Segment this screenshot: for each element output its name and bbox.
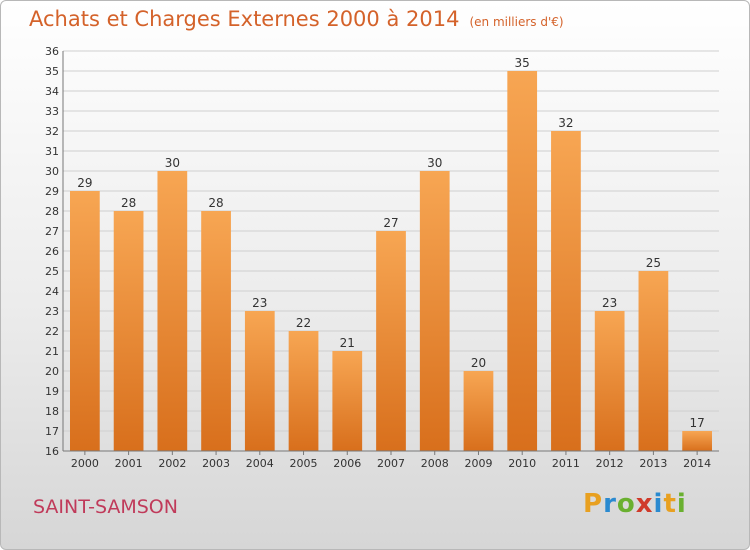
- x-tick-label: 2011: [552, 457, 580, 470]
- data-label-2001: 28: [121, 196, 136, 210]
- x-tick-label: 2012: [596, 457, 624, 470]
- logo-letter: i: [653, 489, 664, 519]
- bar-2008: [419, 171, 450, 451]
- y-tick-label: 26: [45, 245, 59, 258]
- chart-title: Achats et Charges Externes 2000 à 2014 (e…: [29, 7, 564, 31]
- y-tick-label: 33: [45, 105, 59, 118]
- y-tick-label: 24: [45, 285, 59, 298]
- y-tick-label: 29: [45, 185, 59, 198]
- data-label-2009: 20: [471, 356, 486, 370]
- y-tick-label: 17: [45, 425, 59, 438]
- x-tick-label: 2010: [508, 457, 536, 470]
- data-label-2012: 23: [602, 296, 617, 310]
- x-tick-label: 2004: [246, 457, 274, 470]
- y-tick-label: 35: [45, 65, 59, 78]
- logo-letter: t: [663, 489, 677, 519]
- bar-2014: [682, 431, 713, 451]
- bar-2007: [376, 231, 406, 451]
- y-tick-label: 27: [45, 225, 59, 238]
- bar-2006: [332, 351, 363, 451]
- data-label-2005: 22: [296, 316, 311, 330]
- bar-2005: [288, 331, 319, 451]
- place-name: SAINT-SAMSON: [33, 496, 178, 518]
- x-axis: 2000 2001 2002 2003 2004 2005 2006 2007 2008 2009…: [63, 450, 719, 470]
- data-label-2002: 30: [165, 156, 180, 170]
- y-tick-label: 25: [45, 265, 59, 278]
- y-tick-label: 36: [45, 45, 59, 58]
- data-label-2007: 27: [383, 216, 398, 230]
- y-tick-label: 22: [45, 325, 59, 338]
- bar-2010: [507, 71, 538, 451]
- y-tick-label: 23: [45, 305, 59, 318]
- y-tick-label: 32: [45, 125, 59, 138]
- x-tick-label: 2001: [115, 457, 143, 470]
- title-text: Achats et Charges Externes 2000 à 2014: [29, 7, 460, 31]
- bar-2009: [463, 371, 494, 451]
- bars: 29 28 30 28 23 22 21 27 30 20 35 32 23 25 17: [69, 56, 713, 451]
- y-tick-label: 21: [45, 345, 59, 358]
- data-label-2011: 32: [558, 116, 573, 130]
- logo-letter: i: [676, 489, 687, 519]
- logo-letter: r: [603, 489, 617, 519]
- title-unit: (en milliers d'€): [469, 15, 564, 29]
- y-tick-label: 34: [45, 85, 59, 98]
- y-tick-label: 30: [45, 165, 59, 178]
- x-tick-label: 2008: [421, 457, 449, 470]
- x-tick-label: 2005: [290, 457, 318, 470]
- x-tick-label: 2014: [683, 457, 711, 470]
- bar-2013: [638, 271, 669, 451]
- data-label-2008: 30: [427, 156, 442, 170]
- bar-2002: [157, 171, 188, 451]
- logo-letter: P: [583, 489, 604, 519]
- x-tick-label: 2006: [333, 457, 361, 470]
- data-label-2003: 28: [208, 196, 223, 210]
- data-label-2000: 29: [77, 176, 92, 190]
- bar-2003: [201, 211, 231, 451]
- bar-2011: [551, 131, 581, 451]
- x-tick-label: 2013: [639, 457, 667, 470]
- logo-letter: x: [635, 489, 654, 519]
- y-tick-label: 18: [45, 405, 59, 418]
- data-label-2013: 25: [646, 256, 661, 270]
- x-tick-label: 2009: [464, 457, 492, 470]
- logo-letter: o: [616, 489, 636, 519]
- y-tick-label: 20: [45, 365, 59, 378]
- y-axis: 16 17 18 19 20 21 22 23 24 25 26 27 28 29 30 31 32 33 34 35…: [45, 45, 64, 458]
- bar-2000: [69, 191, 100, 451]
- x-tick-label: 2000: [71, 457, 99, 470]
- y-tick-label: 28: [45, 205, 59, 218]
- data-label-2004: 23: [252, 296, 267, 310]
- proxiti-logo: Proxiti: [583, 489, 687, 519]
- data-label-2014: 17: [689, 416, 704, 430]
- bar-2004: [244, 311, 275, 451]
- bar-2012: [594, 311, 625, 451]
- y-tick-label: 19: [45, 385, 59, 398]
- data-label-2006: 21: [340, 336, 355, 350]
- y-tick-label: 31: [45, 145, 59, 158]
- y-tick-label: 16: [45, 445, 59, 458]
- x-tick-label: 2003: [202, 457, 230, 470]
- x-tick-label: 2007: [377, 457, 405, 470]
- bar-2001: [113, 211, 144, 451]
- data-label-2010: 35: [515, 56, 530, 70]
- x-tick-label: 2002: [158, 457, 186, 470]
